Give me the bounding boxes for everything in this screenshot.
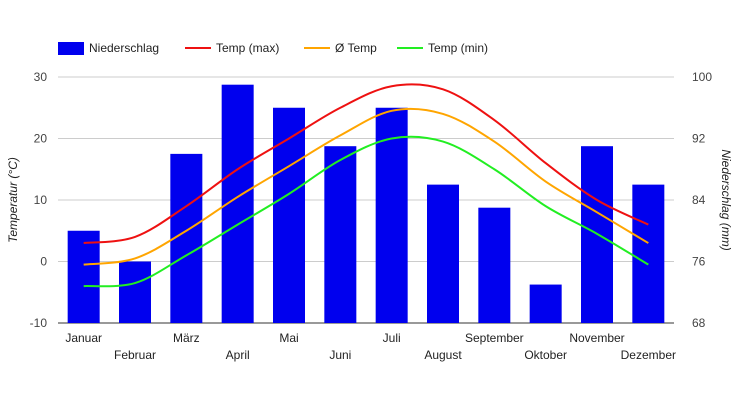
right-tick-label: 92 [692, 132, 706, 146]
x-tick-label: August [424, 348, 462, 362]
x-tick-label: November [569, 331, 624, 345]
right-tick-label: 76 [692, 255, 706, 269]
precipitation-bar [529, 284, 562, 323]
precipitation-bar [375, 107, 408, 323]
legend-item[interactable]: Niederschlag [58, 41, 159, 55]
x-tick-label: September [465, 331, 524, 345]
grid-lines [58, 76, 674, 324]
x-axis: Januar Februar März April Mai Juni Juli AugustS… [65, 331, 676, 362]
left-tick-label: 0 [40, 255, 47, 269]
line--temp [83, 107, 649, 266]
x-tick-label: Januar [65, 331, 102, 345]
precipitation-bar [632, 184, 665, 323]
x-tick-label: Dezember [621, 348, 676, 362]
left-tick-label: -10 [30, 316, 48, 330]
line-temp-min- [83, 135, 649, 288]
precipitation-bar [324, 146, 357, 323]
right-tick-label: 84 [692, 193, 706, 207]
precipitation-bar [427, 184, 459, 323]
left-axis: 30 20 10 0 -10 [30, 70, 48, 330]
legend-item[interactable]: Temp (max) [185, 41, 279, 55]
precipitation-bar [119, 261, 151, 323]
x-tick-label: Juli [383, 331, 401, 345]
legend-item[interactable]: Ø Temp [304, 41, 377, 55]
right-tick-label: 100 [692, 70, 712, 84]
right-axis: 100 92 84 76 68 [692, 70, 712, 330]
x-tick-label: April [226, 348, 250, 362]
x-tick-label: März [173, 331, 200, 345]
legend-label: Niederschlag [89, 41, 159, 55]
precipitation-bar [67, 230, 100, 323]
left-axis-title: Temperatur (°C) [6, 157, 20, 243]
left-tick-label: 20 [34, 132, 48, 146]
legend-label: Temp (min) [428, 41, 488, 55]
x-tick-label: Februar [114, 348, 156, 362]
precipitation-bars [67, 84, 665, 323]
precipitation-bar [478, 207, 511, 323]
x-tick-label: Mai [279, 331, 298, 345]
legend-item[interactable]: Temp (min) [397, 41, 488, 55]
line-temp-max- [83, 83, 649, 245]
temperature-lines [83, 83, 649, 288]
left-tick-label: 30 [34, 70, 48, 84]
precipitation-bar [273, 107, 305, 323]
legend: Niederschlag Temp (max) Ø Temp Temp (min) [58, 41, 488, 55]
right-axis-title: Niederschlag (mm) [719, 149, 731, 250]
legend-label: Ø Temp [335, 41, 377, 55]
x-tick-label: Juni [329, 348, 351, 362]
x-tick-label: Oktober [524, 348, 567, 362]
legend-label: Temp (max) [216, 41, 279, 55]
legend-swatch [58, 42, 84, 55]
left-tick-label: 10 [34, 193, 48, 207]
right-tick-label: 68 [692, 316, 706, 330]
